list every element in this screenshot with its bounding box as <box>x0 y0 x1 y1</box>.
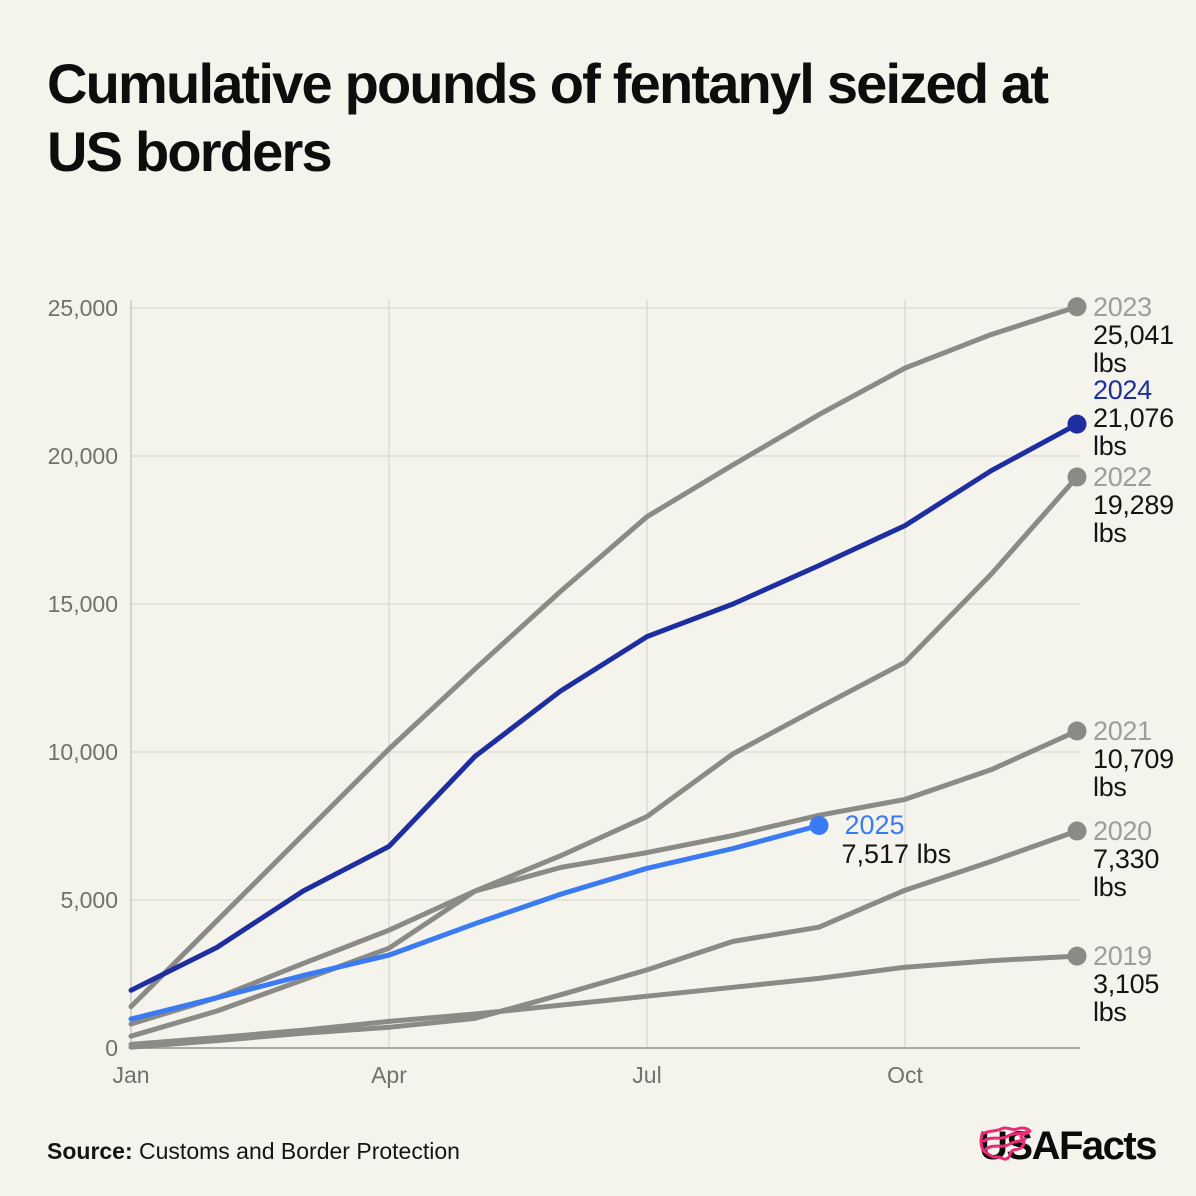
x-tick-Apr: Apr <box>371 1062 407 1088</box>
end-label-year-2021: 2021 <box>1093 716 1152 746</box>
usafacts-logo-icon <box>979 1126 1032 1161</box>
x-tick-Jul: Jul <box>632 1062 661 1088</box>
endpoint-dot-2024 <box>1067 414 1087 434</box>
series-line-2021 <box>128 728 1080 1039</box>
end-label-2021: 2021 10,709 lbs <box>1093 717 1174 801</box>
end-label-year-2020: 2020 <box>1093 816 1152 847</box>
end-label-value-2024: 21,076 <box>1093 403 1174 434</box>
source-label: Source: <box>47 1138 133 1164</box>
end-label-value-2019: 3,105 <box>1093 969 1160 1000</box>
end-label-value-2020: 7,330 <box>1093 844 1160 875</box>
x-tick-Oct: Oct <box>887 1062 923 1088</box>
end-label-2019: 2019 3,105 lbs <box>1093 942 1159 1026</box>
end-label-year-2025: 2025 <box>844 810 905 841</box>
source-text: Customs and Border Protection <box>132 1138 460 1164</box>
end-label-year-2023: 2023 <box>1093 291 1152 322</box>
end-label-unit-2021: lbs <box>1093 772 1127 802</box>
series-line-2019 <box>128 953 1080 1047</box>
series-line-2020 <box>128 828 1080 1050</box>
endpoint-dot-2021 <box>1067 721 1087 741</box>
end-label-value-2021: 10,709 <box>1093 744 1174 774</box>
end-label-2023: 2023 25,041 lbs <box>1093 293 1174 377</box>
endpoint-dot-2025 <box>809 815 829 835</box>
y-tick-0: 0 <box>105 1035 118 1061</box>
y-tick-15,000: 15,000 <box>48 591 118 617</box>
end-label-year-2019: 2019 <box>1093 941 1152 972</box>
end-label-2024: 2024 21,076 lbs <box>1093 376 1174 460</box>
series-line-2023 <box>128 304 1080 1010</box>
endpoint-dot-2022 <box>1067 467 1087 487</box>
y-tick-20,000: 20,000 <box>48 443 118 469</box>
end-label-unit-2020: lbs <box>1093 872 1127 903</box>
endpoint-dot-2023 <box>1067 297 1087 317</box>
y-tick-5,000: 5,000 <box>60 887 118 913</box>
series-line-2024 <box>128 421 1080 993</box>
y-tick-10,000: 10,000 <box>48 739 118 765</box>
end-label-value-2023: 25,041 <box>1093 319 1174 350</box>
end-label-value-2025: 7,517 lbs <box>841 839 952 870</box>
end-label-unit-2024: lbs <box>1093 431 1127 462</box>
y-tick-25,000: 25,000 <box>48 295 118 321</box>
usafacts-logo: USAFacts <box>979 1124 1157 1169</box>
end-label-year-2024: 2024 <box>1093 375 1152 406</box>
page-title: Cumulative pounds of fentanyl seized at … <box>47 50 1049 186</box>
end-label-value-2022: 19,289 <box>1093 490 1174 521</box>
end-label-2022: 2022 19,289 lbs <box>1093 463 1174 547</box>
series-line-2022 <box>128 474 1080 1027</box>
source-note: Source: Customs and Border Protection <box>47 1138 460 1165</box>
title-line-2: US borders <box>47 120 333 183</box>
end-label-2020: 2020 7,330 lbs <box>1093 817 1159 901</box>
end-label-unit-2022: lbs <box>1093 518 1127 549</box>
title-line-1: Cumulative pounds of fentanyl seized at <box>47 52 1049 115</box>
end-label-year-2022: 2022 <box>1093 462 1152 493</box>
series-line-2025 <box>128 823 822 1022</box>
end-label-unit-2019: lbs <box>1093 997 1127 1028</box>
endpoint-dot-2019 <box>1067 946 1087 966</box>
endpoint-dot-2020 <box>1067 821 1087 841</box>
end-label-unit-2023: lbs <box>1093 347 1127 378</box>
x-tick-Jan: Jan <box>112 1062 149 1088</box>
